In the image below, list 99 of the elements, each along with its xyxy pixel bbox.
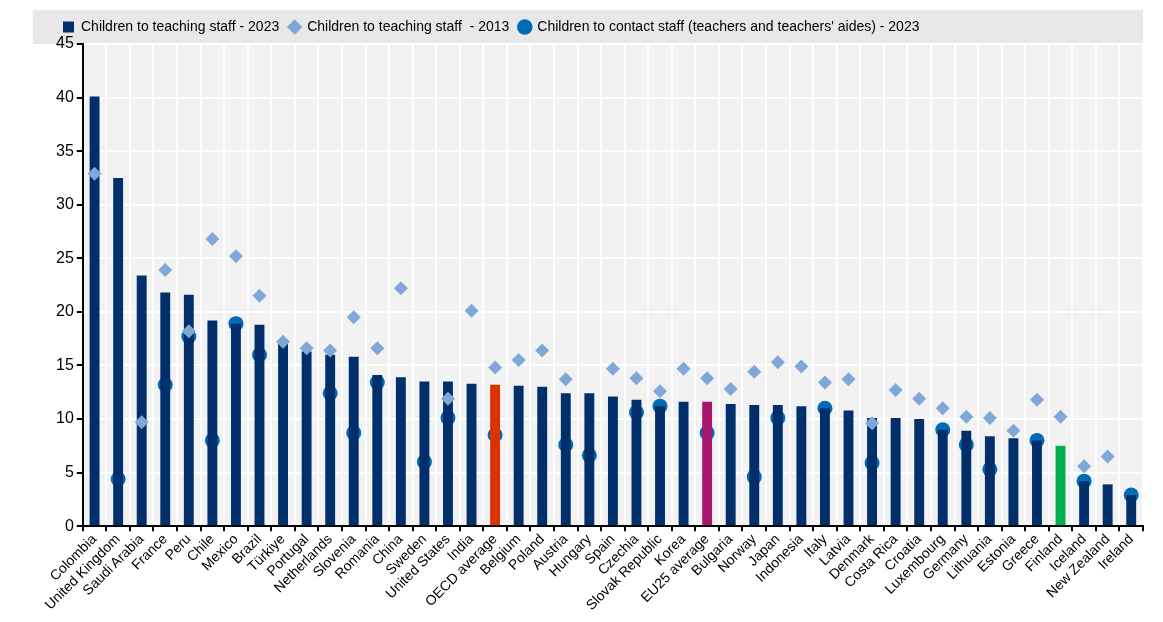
y-tick-label: 30 (56, 195, 74, 213)
bar (560, 393, 571, 526)
point (794, 359, 809, 374)
point (488, 360, 503, 375)
bar (395, 377, 406, 526)
point (558, 372, 573, 387)
point (1006, 423, 1021, 438)
point (700, 371, 715, 386)
bar (419, 381, 430, 526)
bar (890, 417, 901, 526)
y-tick-label: 20 (56, 302, 74, 320)
point (1100, 449, 1115, 464)
point (440, 391, 455, 406)
point (346, 310, 361, 325)
bar (1102, 484, 1113, 526)
point (535, 343, 550, 358)
bar (1008, 438, 1019, 526)
point (865, 416, 880, 431)
bar (725, 404, 736, 526)
y-tick-label: 15 (56, 355, 74, 373)
point (1029, 392, 1044, 407)
bar (961, 430, 972, 526)
y-tick-label: 35 (56, 141, 74, 159)
point (935, 401, 950, 416)
bar (607, 396, 618, 526)
point (393, 281, 408, 296)
point (276, 334, 291, 349)
bar (490, 384, 501, 526)
y-tick-label: 25 (56, 248, 74, 266)
point (723, 382, 738, 396)
bar (348, 356, 359, 526)
bar (513, 385, 524, 526)
bar (113, 177, 124, 526)
point (299, 341, 314, 356)
bar (207, 320, 218, 526)
point (888, 383, 903, 398)
bar (702, 401, 713, 526)
bar (678, 401, 689, 526)
bar (183, 294, 194, 526)
point (817, 375, 832, 390)
point (629, 371, 644, 386)
point (1077, 459, 1092, 474)
bar (301, 351, 312, 526)
point (323, 343, 338, 358)
point (1053, 409, 1068, 424)
bar (1126, 495, 1137, 526)
point (959, 409, 974, 424)
legend-label: Children to teaching staff - 2023 (81, 17, 280, 34)
bar (819, 408, 830, 526)
point (511, 353, 526, 368)
bar (160, 292, 171, 526)
point (181, 324, 196, 339)
bar (772, 405, 783, 526)
point (464, 303, 479, 318)
y-tick-label: 0 (64, 516, 74, 534)
point (982, 410, 997, 425)
bar (843, 410, 854, 526)
legend-label: Children to contact staff (teachers and teachers' aides) - 2023 (537, 17, 920, 34)
bar (584, 393, 595, 526)
point (87, 166, 102, 181)
point (747, 364, 762, 379)
point (370, 341, 385, 356)
bar (631, 399, 642, 526)
bar (796, 406, 807, 526)
bar (443, 381, 453, 526)
bar (749, 405, 760, 526)
y-tick-label: 40 (56, 87, 74, 105)
point (158, 263, 173, 278)
bar (537, 386, 548, 526)
point (252, 288, 267, 303)
bar (254, 324, 265, 526)
y-tick-label: 45 (56, 34, 74, 52)
bar (1079, 481, 1090, 526)
legend-label: Children to teaching staff - 2013 (307, 17, 510, 34)
bar (655, 406, 665, 526)
bar (278, 344, 289, 526)
y-tick-label: 5 (64, 462, 74, 480)
point (841, 372, 856, 387)
bar (1055, 445, 1066, 526)
point (605, 361, 620, 376)
bar (230, 323, 241, 526)
point (912, 391, 927, 406)
bar (867, 417, 878, 526)
bar (466, 383, 477, 526)
bar (914, 419, 925, 526)
point (134, 415, 149, 430)
point (205, 232, 220, 246)
point (228, 249, 243, 264)
point (653, 384, 668, 399)
point (676, 361, 691, 376)
bar (937, 429, 948, 526)
bar (372, 375, 383, 526)
bar (136, 275, 147, 526)
bar (984, 436, 995, 526)
y-tick-label: 10 (56, 409, 74, 427)
bar (325, 354, 336, 526)
bar (89, 96, 100, 526)
point (770, 355, 785, 370)
bar (1032, 440, 1042, 526)
